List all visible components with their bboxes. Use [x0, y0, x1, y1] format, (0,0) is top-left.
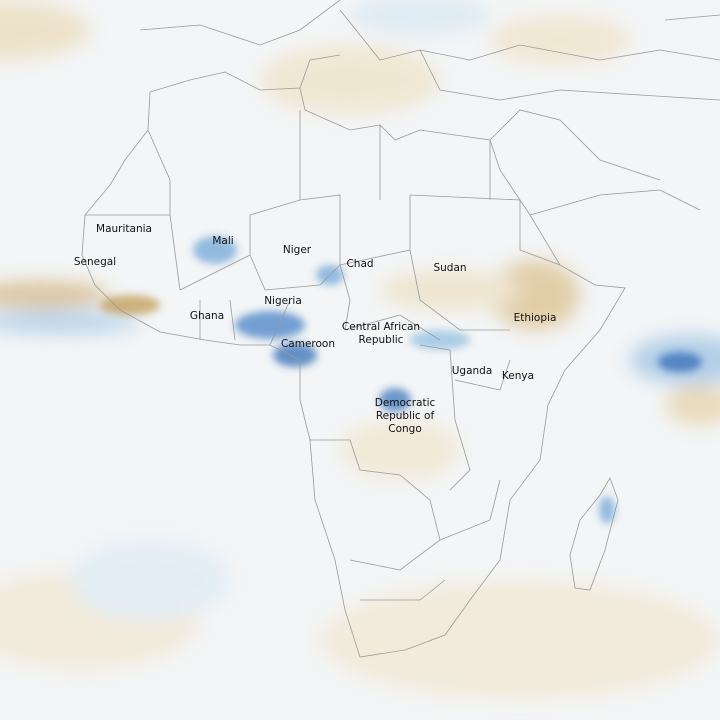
country-label: Nigeria: [264, 295, 302, 307]
country-label: Ethiopia: [514, 312, 557, 324]
country-label: Niger: [283, 244, 312, 256]
europe-middle-east: [139, 0, 720, 216]
labels: Mauritania Mali Niger Senegal Chad Sudan…: [74, 223, 557, 435]
country-label: Cameroon: [281, 338, 335, 350]
country-label: Senegal: [74, 256, 116, 268]
land-borders: [81, 0, 720, 658]
africa-coastline: [81, 71, 626, 658]
country-label: Congo: [388, 423, 422, 435]
country-label: Central African: [342, 321, 420, 333]
country-label: Republic: [359, 334, 404, 346]
country-label: Ghana: [190, 310, 224, 322]
country-label: Republic of: [376, 410, 435, 422]
country-borders: [85, 110, 561, 601]
country-label: Mauritania: [96, 223, 152, 235]
country-label: Democratic: [375, 397, 436, 409]
country-label: Mali: [212, 235, 233, 247]
country-label: Kenya: [502, 370, 534, 382]
country-label: Uganda: [452, 365, 493, 377]
country-label: Chad: [346, 258, 373, 270]
country-label: Sudan: [433, 262, 466, 274]
anomaly-shading: [0, 0, 720, 700]
madagascar: [569, 477, 619, 591]
